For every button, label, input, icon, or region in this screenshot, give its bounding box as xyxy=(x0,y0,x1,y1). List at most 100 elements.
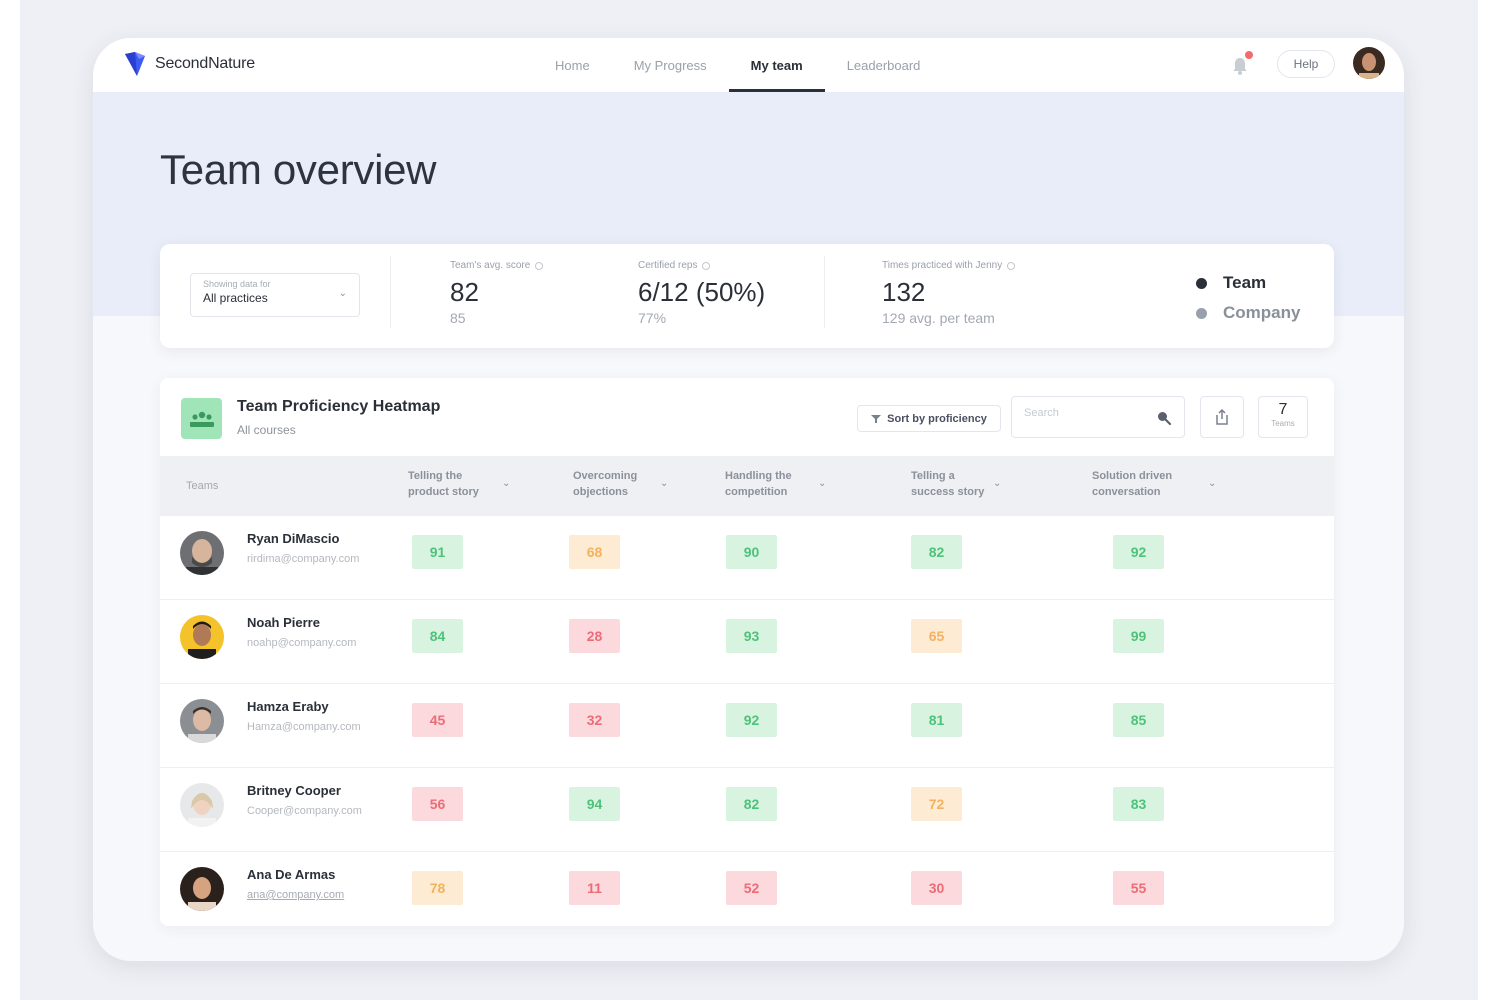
score-cell[interactable]: 81 xyxy=(911,703,962,737)
main-nav: Home My Progress My team Leaderboard xyxy=(533,38,942,92)
practiced-company: 129 avg. per team xyxy=(882,310,995,326)
member-name[interactable]: Noah Pierre xyxy=(247,615,320,630)
member-name[interactable]: Britney Cooper xyxy=(247,783,341,798)
filter-icon xyxy=(871,414,882,423)
notifications-button[interactable] xyxy=(1227,49,1255,79)
score-cell[interactable]: 82 xyxy=(911,535,962,569)
column-label: objections xyxy=(573,486,629,498)
notification-badge xyxy=(1243,49,1255,61)
table-row[interactable]: Hamza Eraby Hamza@company.com 45 32 92 8… xyxy=(160,684,1334,768)
avatar-image xyxy=(180,615,224,659)
avatar xyxy=(180,615,224,659)
table-row[interactable]: Ana De Armas ana@company.com 78 11 52 30… xyxy=(160,852,1334,926)
user-avatar[interactable] xyxy=(1353,47,1385,79)
certified-company: 77% xyxy=(638,310,667,326)
avatar-image xyxy=(180,531,224,575)
score-cell[interactable]: 55 xyxy=(1113,871,1164,905)
nav-my-progress[interactable]: My Progress xyxy=(633,57,707,73)
search-input[interactable] xyxy=(1024,407,1144,419)
table-row[interactable]: Ryan DiMascio rirdima@company.com 91 68 … xyxy=(160,516,1334,600)
score-cell[interactable]: 45 xyxy=(412,703,463,737)
legend-dot-company xyxy=(1196,307,1207,319)
chevron-down-icon[interactable]: ⌄ xyxy=(502,478,511,489)
logo-icon xyxy=(125,52,145,76)
score-cell[interactable]: 28 xyxy=(569,619,620,653)
score-cell[interactable]: 99 xyxy=(1113,619,1164,653)
chevron-down-icon[interactable]: ⌄ xyxy=(818,478,827,489)
app-window: SecondNature Home My Progress My team Le… xyxy=(93,38,1404,961)
score-cell[interactable]: 56 xyxy=(412,787,463,821)
legend-team-label: Team xyxy=(1223,273,1267,292)
export-button[interactable] xyxy=(1200,396,1244,438)
score-cell[interactable]: 78 xyxy=(412,871,463,905)
score-cell[interactable]: 65 xyxy=(911,619,962,653)
legend-company: Company xyxy=(1196,298,1300,328)
column-label: Handling the xyxy=(725,470,792,482)
member-email-link[interactable]: ana@company.com xyxy=(247,889,345,901)
heatmap-title: Team Proficiency Heatmap xyxy=(237,398,441,415)
score-cell[interactable]: 92 xyxy=(1113,535,1164,569)
member-name[interactable]: Ryan DiMascio xyxy=(247,531,340,546)
sort-by-proficiency-button[interactable]: Sort by proficiency xyxy=(857,405,1001,432)
info-icon[interactable] xyxy=(702,261,711,270)
info-icon[interactable] xyxy=(535,261,544,270)
table-row[interactable]: Noah Pierre noahp@company.com 84 28 93 6… xyxy=(160,600,1334,684)
logo[interactable]: SecondNature xyxy=(123,50,255,78)
chevron-down-icon[interactable]: ⌄ xyxy=(993,478,1002,489)
share-icon xyxy=(1216,408,1228,425)
column-solution-driven[interactable]: Solution driven conversation xyxy=(1092,468,1172,500)
column-label: conversation xyxy=(1092,486,1161,498)
avatar xyxy=(180,699,224,743)
member-email: rirdima@company.com xyxy=(247,553,360,565)
score-cell[interactable]: 92 xyxy=(726,703,777,737)
column-overcoming-objections[interactable]: Overcoming objections xyxy=(573,468,637,500)
column-success-story[interactable]: Telling a success story xyxy=(911,468,984,500)
teams-count-value: 7 xyxy=(1278,401,1288,418)
stats-card: Showing data for All practices ⌄ Team's … xyxy=(160,244,1334,348)
score-cell[interactable]: 93 xyxy=(726,619,777,653)
search-box[interactable] xyxy=(1011,396,1185,438)
score-cell[interactable]: 68 xyxy=(569,535,620,569)
help-button[interactable]: Help xyxy=(1277,50,1335,78)
score-cell[interactable]: 11 xyxy=(569,871,620,905)
heatmap-subtitle: All courses xyxy=(237,423,296,437)
divider xyxy=(824,256,825,328)
score-cell[interactable]: 90 xyxy=(726,535,777,569)
score-cell[interactable]: 72 xyxy=(911,787,962,821)
member-email: noahp@company.com xyxy=(247,637,357,649)
chevron-down-icon[interactable]: ⌄ xyxy=(1208,478,1217,489)
score-cell[interactable]: 32 xyxy=(569,703,620,737)
member-name[interactable]: Ana De Armas xyxy=(247,867,336,882)
column-handling-competition[interactable]: Handling the competition xyxy=(725,468,792,500)
table-header: Teams Telling the product story ⌄ Overco… xyxy=(160,456,1334,516)
score-cell[interactable]: 85 xyxy=(1113,703,1164,737)
practiced-label: Times practiced with Jenny xyxy=(882,260,1003,271)
teams-count: 7 Teams xyxy=(1258,396,1308,438)
legend-team: Team xyxy=(1196,268,1300,298)
practice-filter-dropdown[interactable]: Showing data for All practices ⌄ xyxy=(190,273,360,317)
table-row[interactable]: Britney Cooper Cooper@company.com 56 94 … xyxy=(160,768,1334,852)
nav-home[interactable]: Home xyxy=(555,57,590,73)
column-product-story[interactable]: Telling the product story xyxy=(408,468,479,500)
score-cell[interactable]: 82 xyxy=(726,787,777,821)
column-label: competition xyxy=(725,486,788,498)
avatar-image xyxy=(180,783,224,827)
score-cell[interactable]: 83 xyxy=(1113,787,1164,821)
nav-leaderboard[interactable]: Leaderboard xyxy=(846,57,921,73)
score-cell[interactable]: 94 xyxy=(569,787,620,821)
score-cell[interactable]: 52 xyxy=(726,871,777,905)
user-avatar-image xyxy=(1353,47,1385,79)
score-cell[interactable]: 84 xyxy=(412,619,463,653)
practiced-value: 132 xyxy=(882,277,926,307)
member-name[interactable]: Hamza Eraby xyxy=(247,699,329,714)
chevron-down-icon[interactable]: ⌄ xyxy=(660,478,669,489)
score-cell[interactable]: 30 xyxy=(911,871,962,905)
info-icon[interactable] xyxy=(1007,261,1016,270)
avatar xyxy=(180,531,224,575)
score-cell[interactable]: 91 xyxy=(412,535,463,569)
search-icon[interactable] xyxy=(1156,410,1172,426)
column-label: Telling the xyxy=(408,470,463,482)
column-teams: Teams xyxy=(186,480,219,492)
nav-my-team[interactable]: My team xyxy=(728,38,825,92)
filter-value: All practices xyxy=(203,291,268,305)
